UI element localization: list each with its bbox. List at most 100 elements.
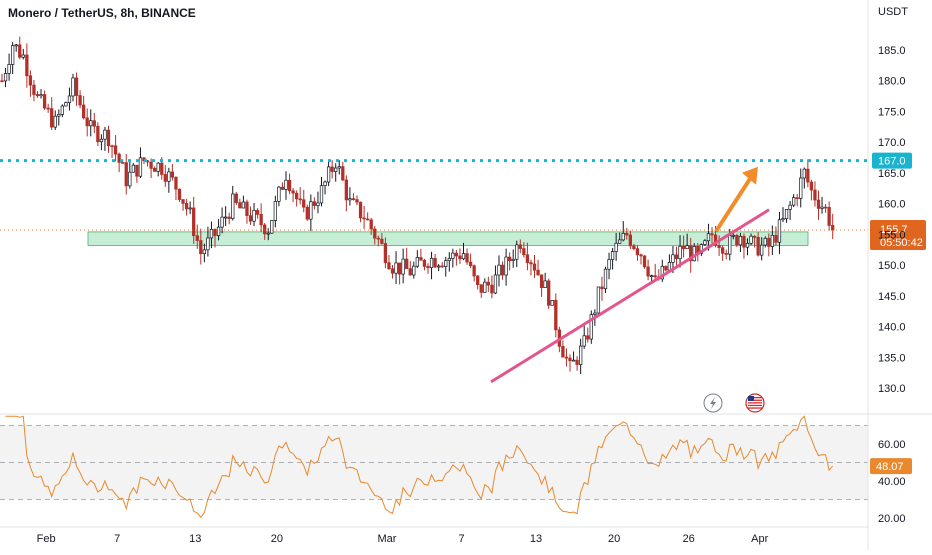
candle[interactable] bbox=[547, 278, 551, 309]
candle[interactable] bbox=[25, 43, 29, 88]
candle[interactable] bbox=[302, 189, 306, 213]
candle[interactable] bbox=[202, 243, 207, 263]
candle[interactable] bbox=[241, 195, 246, 209]
candle[interactable] bbox=[113, 135, 118, 162]
candle[interactable] bbox=[561, 340, 565, 358]
candle[interactable] bbox=[99, 134, 104, 151]
candle[interactable] bbox=[610, 247, 615, 270]
candle[interactable] bbox=[568, 354, 572, 372]
candle[interactable] bbox=[689, 237, 693, 273]
candle[interactable] bbox=[564, 348, 569, 367]
candle[interactable] bbox=[85, 108, 89, 137]
candle[interactable] bbox=[387, 255, 391, 270]
candle[interactable] bbox=[628, 230, 632, 249]
candles[interactable] bbox=[0, 36, 835, 375]
candle[interactable] bbox=[586, 327, 590, 343]
candle[interactable] bbox=[479, 284, 483, 298]
candle[interactable] bbox=[71, 73, 75, 102]
candle[interactable] bbox=[493, 265, 498, 295]
candle[interactable] bbox=[465, 248, 469, 265]
candle[interactable] bbox=[774, 226, 778, 246]
candle[interactable] bbox=[14, 43, 18, 52]
candle[interactable] bbox=[422, 258, 427, 271]
candle[interactable] bbox=[213, 228, 217, 248]
candle[interactable] bbox=[153, 166, 157, 172]
candle[interactable] bbox=[337, 160, 341, 175]
candle[interactable] bbox=[806, 159, 810, 188]
candle[interactable] bbox=[280, 182, 285, 190]
candle[interactable] bbox=[508, 252, 512, 271]
candle[interactable] bbox=[720, 245, 725, 261]
candle[interactable] bbox=[451, 248, 455, 268]
candle[interactable] bbox=[252, 203, 256, 227]
candle[interactable] bbox=[259, 203, 263, 232]
candle[interactable] bbox=[767, 233, 771, 257]
candle[interactable] bbox=[373, 225, 377, 245]
candle[interactable] bbox=[92, 112, 96, 134]
candle[interactable] bbox=[53, 110, 57, 130]
candle[interactable] bbox=[362, 205, 366, 229]
candle[interactable] bbox=[358, 201, 363, 223]
candle[interactable] bbox=[291, 187, 295, 203]
candle[interactable] bbox=[685, 233, 689, 250]
candle[interactable] bbox=[35, 91, 40, 98]
candle[interactable] bbox=[273, 195, 277, 228]
candle[interactable] bbox=[227, 212, 231, 225]
candle[interactable] bbox=[468, 253, 473, 269]
candle[interactable] bbox=[192, 196, 196, 244]
candle[interactable] bbox=[199, 228, 203, 265]
candle[interactable] bbox=[376, 235, 380, 247]
candle[interactable] bbox=[312, 197, 317, 210]
candle[interactable] bbox=[106, 125, 111, 153]
candle[interactable] bbox=[149, 158, 153, 179]
candle[interactable] bbox=[763, 236, 767, 248]
candle[interactable] bbox=[692, 243, 696, 262]
candle[interactable] bbox=[39, 89, 43, 99]
candle[interactable] bbox=[515, 240, 519, 268]
rsi-panel[interactable]: 20.00 40.00 60.00 48.07 bbox=[0, 415, 912, 525]
candle[interactable] bbox=[295, 190, 299, 207]
candle[interactable] bbox=[603, 266, 608, 293]
candle[interactable] bbox=[3, 68, 8, 88]
candle[interactable] bbox=[518, 239, 522, 254]
candle[interactable] bbox=[522, 242, 526, 258]
candle[interactable] bbox=[745, 238, 750, 256]
candle[interactable] bbox=[50, 97, 54, 131]
candle[interactable] bbox=[401, 248, 405, 284]
candle[interactable] bbox=[117, 152, 121, 173]
candle[interactable] bbox=[298, 187, 302, 205]
candle[interactable] bbox=[60, 104, 64, 118]
candle[interactable] bbox=[195, 224, 199, 249]
candle[interactable] bbox=[525, 242, 530, 271]
candle[interactable] bbox=[103, 126, 107, 151]
candle[interactable] bbox=[334, 163, 338, 182]
candle[interactable] bbox=[245, 199, 249, 224]
candle[interactable] bbox=[32, 79, 36, 102]
candle[interactable] bbox=[408, 261, 412, 276]
candle[interactable] bbox=[440, 261, 444, 268]
candle[interactable] bbox=[46, 103, 50, 113]
candle[interactable] bbox=[831, 213, 835, 240]
candle[interactable] bbox=[621, 221, 625, 242]
candle[interactable] bbox=[486, 276, 490, 292]
candle[interactable] bbox=[135, 164, 139, 183]
candle[interactable] bbox=[823, 203, 828, 213]
candle[interactable] bbox=[809, 179, 814, 201]
candle[interactable] bbox=[625, 227, 629, 240]
us-flag-icon[interactable] bbox=[745, 393, 765, 413]
candle[interactable] bbox=[820, 196, 824, 214]
candle[interactable] bbox=[405, 247, 409, 269]
candle[interactable] bbox=[543, 272, 547, 289]
candle[interactable] bbox=[397, 262, 402, 285]
candle[interactable] bbox=[635, 245, 640, 261]
candle[interactable] bbox=[795, 194, 799, 207]
candle[interactable] bbox=[784, 209, 789, 223]
candle[interactable] bbox=[550, 300, 554, 306]
candle[interactable] bbox=[461, 242, 466, 261]
candle[interactable] bbox=[752, 235, 757, 248]
candle[interactable] bbox=[472, 264, 476, 282]
candle[interactable] bbox=[10, 42, 15, 75]
candle[interactable] bbox=[504, 248, 508, 286]
candle[interactable] bbox=[756, 232, 760, 257]
